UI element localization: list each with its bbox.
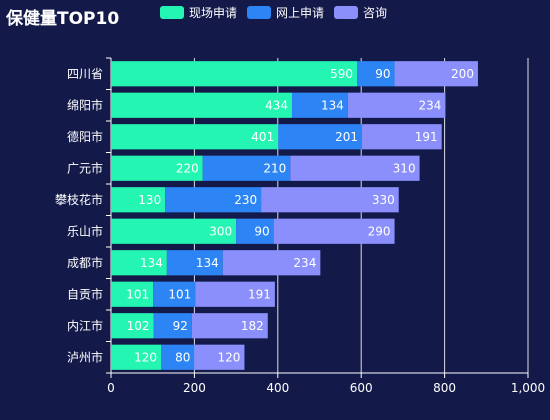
- bar-segment[interactable]: [195, 281, 275, 307]
- bar-segment[interactable]: [111, 155, 203, 181]
- category-label: 乐山市: [67, 223, 103, 238]
- x-tick-label: 800: [433, 381, 456, 395]
- x-tick-label: 1,000: [511, 381, 545, 395]
- category-label: 攀枝花市: [55, 192, 103, 207]
- bar-segment[interactable]: [362, 124, 442, 150]
- bar-segment[interactable]: [347, 92, 446, 118]
- legend-label-online: 网上申请: [276, 5, 325, 20]
- category-label: 德阳市: [67, 129, 103, 144]
- bar-segment[interactable]: [357, 61, 395, 87]
- legend-label-consult: 咨询: [363, 5, 388, 20]
- data-label: 590: [330, 67, 353, 81]
- x-tick-label: 400: [266, 381, 289, 395]
- data-label: 92: [173, 319, 188, 333]
- data-label: 134: [140, 256, 163, 270]
- bar-segment[interactable]: [153, 281, 196, 307]
- category-label: 绵阳市: [67, 97, 103, 112]
- data-label: 191: [248, 287, 271, 301]
- category-label: 内江市: [67, 318, 103, 333]
- x-tick-label: 0: [107, 381, 115, 395]
- bar-segment[interactable]: [111, 250, 167, 276]
- bar-segment[interactable]: [202, 155, 291, 181]
- data-label: 300: [209, 224, 232, 238]
- data-label: 401: [251, 130, 274, 144]
- data-label: 210: [263, 161, 286, 175]
- legend-item-consult[interactable]: 咨询: [334, 4, 387, 21]
- chart-title: 保健量TOP10: [6, 9, 120, 29]
- data-label: 90: [375, 67, 390, 81]
- bar-segment[interactable]: [291, 92, 348, 118]
- data-label: 101: [168, 287, 191, 301]
- category-label: 自贡市: [67, 286, 103, 301]
- bar-segment[interactable]: [222, 250, 321, 276]
- bar-segment[interactable]: [394, 61, 478, 87]
- category-label: 泸州市: [67, 349, 103, 364]
- bar-segment[interactable]: [165, 187, 262, 213]
- bar-segment[interactable]: [161, 344, 195, 370]
- data-label: 201: [335, 130, 358, 144]
- category-label: 成都市: [67, 255, 103, 270]
- data-label: 101: [126, 287, 149, 301]
- bar-segment[interactable]: [111, 218, 237, 244]
- bar-segment[interactable]: [111, 313, 154, 339]
- data-label: 130: [138, 193, 161, 207]
- bar-segment[interactable]: [194, 344, 245, 370]
- data-label: 290: [368, 224, 391, 238]
- legend-item-online[interactable]: 网上申请: [247, 4, 324, 21]
- legend-swatch-onsite: [160, 5, 184, 19]
- data-label: 234: [419, 98, 442, 112]
- bar-segment[interactable]: [111, 61, 358, 87]
- data-label: 220: [176, 161, 199, 175]
- data-label: 310: [393, 161, 416, 175]
- data-label: 434: [265, 98, 288, 112]
- data-label: 230: [234, 193, 257, 207]
- bar-segment[interactable]: [153, 313, 192, 339]
- bar-segment[interactable]: [261, 187, 399, 213]
- legend-label-onsite: 现场申请: [189, 5, 238, 20]
- bar-segment[interactable]: [111, 187, 166, 213]
- legend-item-onsite[interactable]: 现场申请: [160, 4, 237, 21]
- bar-segment[interactable]: [290, 155, 420, 181]
- data-label: 102: [127, 319, 150, 333]
- data-label: 120: [218, 350, 241, 364]
- data-label: 120: [134, 350, 157, 364]
- bar-segment[interactable]: [278, 124, 363, 150]
- category-label: 四川省: [67, 67, 103, 81]
- bar-segment[interactable]: [191, 313, 268, 339]
- x-tick-label: 600: [350, 381, 373, 395]
- data-label: 134: [196, 256, 219, 270]
- legend-swatch-online: [247, 5, 272, 19]
- data-label: 330: [372, 193, 395, 207]
- data-label: 200: [451, 67, 474, 81]
- data-label: 234: [293, 256, 316, 270]
- category-label: 广元市: [67, 160, 103, 175]
- bar-segment[interactable]: [111, 281, 154, 307]
- data-label: 80: [175, 350, 190, 364]
- legend-swatch-consult: [334, 5, 359, 19]
- bar-segment[interactable]: [111, 92, 292, 118]
- bar-segment[interactable]: [166, 250, 223, 276]
- bar-segment[interactable]: [273, 218, 395, 244]
- data-label: 182: [241, 319, 264, 333]
- x-tick-label: 200: [183, 381, 206, 395]
- data-label: 134: [321, 98, 344, 112]
- data-label: 90: [254, 224, 269, 238]
- bar-segment[interactable]: [111, 344, 162, 370]
- legend: 现场申请 网上申请 咨询: [160, 4, 387, 20]
- data-label: 191: [415, 130, 438, 144]
- bar-segment[interactable]: [111, 124, 279, 150]
- bar-segment[interactable]: [236, 218, 274, 244]
